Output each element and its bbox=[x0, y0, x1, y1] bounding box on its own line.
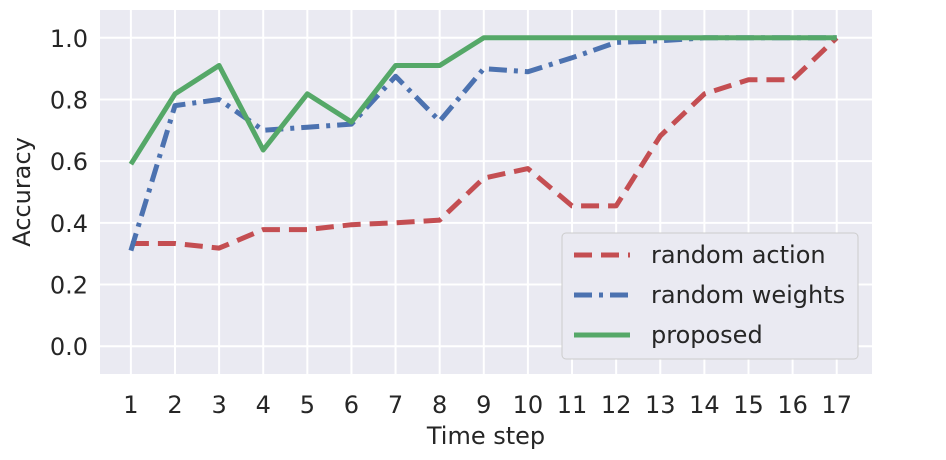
x-tick-label: 4 bbox=[256, 391, 271, 419]
y-tick-label: 0.8 bbox=[50, 86, 88, 114]
x-tick-label: 7 bbox=[388, 391, 403, 419]
x-tick-label: 12 bbox=[601, 391, 632, 419]
legend-label-random-weights: random weights bbox=[651, 281, 845, 309]
y-tick-label: 0.4 bbox=[50, 210, 88, 238]
y-axis-title: Accuracy bbox=[8, 137, 36, 247]
legend: random action random weights proposed bbox=[561, 232, 859, 360]
x-tick-label: 5 bbox=[300, 391, 315, 419]
x-tick-label: 16 bbox=[777, 391, 808, 419]
x-tick-label: 15 bbox=[733, 391, 764, 419]
x-tick-label: 2 bbox=[167, 391, 182, 419]
y-tick-label: 1.0 bbox=[50, 25, 88, 53]
series-layer bbox=[128, 35, 839, 252]
series-line-proposed bbox=[128, 35, 837, 166]
series-line-random-action bbox=[130, 35, 839, 251]
x-tick-label: 1 bbox=[123, 391, 138, 419]
x-tick-label: 13 bbox=[645, 391, 676, 419]
x-tick-label: 10 bbox=[513, 391, 544, 419]
y-tick-label: 0.0 bbox=[50, 333, 88, 361]
x-tick-label: 11 bbox=[557, 391, 588, 419]
y-tick-label: 0.2 bbox=[50, 272, 88, 300]
x-tick-label: 6 bbox=[344, 391, 359, 419]
legend-label-random-action: random action bbox=[651, 241, 826, 269]
x-tick-label: 14 bbox=[689, 391, 720, 419]
x-axis-title: Time step bbox=[426, 422, 545, 450]
x-tick-label: 3 bbox=[211, 391, 226, 419]
x-tick-label: 17 bbox=[821, 391, 852, 419]
y-tick-labels: 0.0 0.2 0.4 0.6 0.8 1.0 bbox=[50, 25, 88, 361]
legend-label-proposed: proposed bbox=[651, 321, 763, 349]
x-tick-label: 8 bbox=[432, 391, 447, 419]
y-tick-label: 0.6 bbox=[50, 148, 88, 176]
x-tick-labels: 1 2 3 4 5 6 7 8 9 10 11 12 13 14 15 16 17 bbox=[123, 391, 852, 419]
x-tick-label: 9 bbox=[476, 391, 491, 419]
legend-box bbox=[561, 232, 859, 360]
